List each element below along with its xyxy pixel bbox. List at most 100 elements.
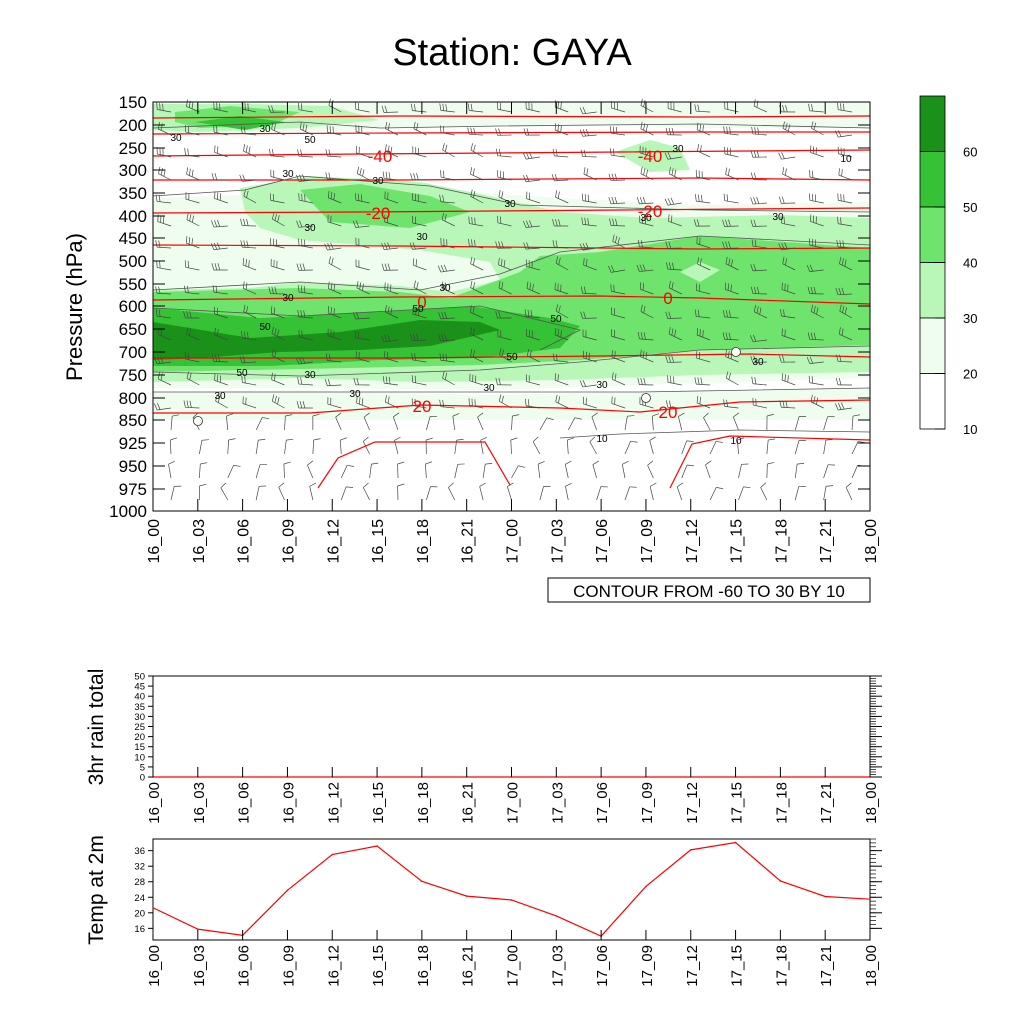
wind-barb <box>469 404 484 409</box>
wind-barb <box>300 128 314 136</box>
wind-barb-flag <box>722 241 725 249</box>
wind-barb-flag <box>355 220 360 228</box>
wind-barb-flag <box>583 311 586 319</box>
wind-barb <box>696 243 711 249</box>
wind-barb-flag <box>473 144 476 152</box>
wind-barb-flag <box>699 123 702 131</box>
wind-barb <box>753 404 767 409</box>
wind-barb-flag <box>295 357 300 365</box>
wind-barb <box>705 464 711 479</box>
wind-barb <box>470 263 484 271</box>
wind-barb-flag <box>472 258 476 266</box>
wind-barb-flag <box>468 238 470 246</box>
wind-barb-flag <box>269 193 272 201</box>
ytick-label: 32 <box>134 862 145 873</box>
wind-barb-flag <box>668 166 671 174</box>
wind-barb-flag <box>309 482 316 487</box>
wind-barb-flag <box>359 167 362 175</box>
rh-contour-line <box>559 429 871 439</box>
wind-barb <box>213 247 228 251</box>
wind-barb-flag <box>696 122 699 130</box>
time-tick-label: 17_00 <box>505 519 522 564</box>
wind-barb <box>412 110 427 113</box>
wind-barb-flag <box>555 304 559 312</box>
wind-barb <box>157 109 172 113</box>
wind-barb-flag <box>642 350 645 358</box>
xtick-label: 17_18 <box>773 782 790 824</box>
wind-barb <box>283 463 285 479</box>
data-point <box>286 889 289 892</box>
xtick-label: 16_09 <box>280 782 297 824</box>
wind-barb <box>470 311 484 319</box>
wind-barb <box>591 416 597 431</box>
wind-barb <box>525 225 540 228</box>
wind-barb-flag <box>444 214 447 222</box>
wind-barb <box>271 355 285 363</box>
wind-barb-flag <box>441 334 445 341</box>
wind-barb-flag <box>558 396 561 404</box>
wind-barb <box>412 199 427 204</box>
temperature-label: -40 <box>368 147 393 166</box>
data-point <box>465 895 468 897</box>
wind-barb-flag <box>728 372 731 380</box>
wind-barb-flag <box>815 147 817 155</box>
wind-barb-flag <box>835 288 839 295</box>
wind-barb-flag <box>271 348 274 356</box>
xtick-label: 16_00 <box>146 782 163 824</box>
wind-barb-flag <box>201 439 209 441</box>
wind-barb-flag <box>647 460 654 466</box>
wind-barb-flag <box>693 219 697 227</box>
wind-barb <box>157 407 172 411</box>
wind-barb <box>539 417 548 431</box>
wind-barb-flag <box>627 415 635 417</box>
wind-barb <box>611 269 626 273</box>
wind-barb-flag <box>440 265 445 272</box>
xtick-label: 17_18 <box>773 945 790 987</box>
wind-barb-flag <box>811 104 814 112</box>
wind-barb-flag <box>397 483 405 487</box>
wind-barb-flag <box>471 217 473 225</box>
wind-barb <box>753 105 768 113</box>
wind-barb-flag <box>522 152 527 160</box>
wind-barb <box>158 173 172 181</box>
wind-barb-flag <box>243 240 246 248</box>
wind-barb <box>811 311 824 319</box>
wind-barb-flag <box>555 190 558 198</box>
wind-barb-flag <box>642 264 646 272</box>
wind-barb-flag <box>496 148 498 156</box>
wind-barb <box>809 176 824 181</box>
wind-barb <box>327 335 342 341</box>
wind-barb <box>243 195 257 204</box>
wind-barb-flag <box>394 436 401 441</box>
wind-barb-flag <box>840 103 842 111</box>
wind-barb <box>327 247 342 251</box>
wind-barb <box>823 464 829 479</box>
pressure-axis-label: Pressure (hPa) <box>62 233 87 381</box>
wind-barb <box>781 156 796 160</box>
wind-barb <box>426 486 431 501</box>
wind-barb <box>696 176 711 181</box>
wind-barb-flag <box>413 103 416 111</box>
ytick-label: 16 <box>134 924 145 935</box>
wind-barb <box>669 287 682 295</box>
wind-barb-flag <box>782 121 785 129</box>
wind-barb-flag <box>530 310 533 318</box>
wind-barb-flag <box>567 437 575 441</box>
wind-barb <box>640 288 654 295</box>
wind-barb-flag <box>649 482 657 487</box>
wind-barb-flag <box>471 239 473 247</box>
wind-barb-flag <box>217 263 221 271</box>
wind-barb-flag <box>813 332 816 340</box>
rh-label: 50 <box>412 304 424 315</box>
wind-barb-flag <box>835 130 839 138</box>
wind-barb-flag <box>695 194 697 202</box>
wind-barb <box>539 486 544 501</box>
temp-series <box>152 841 871 937</box>
wind-barb-flag <box>333 283 336 291</box>
wind-barb <box>610 179 626 181</box>
time-tick-label: 16_06 <box>236 519 253 564</box>
wind-barb-flag <box>526 281 529 289</box>
wind-barb <box>668 108 682 113</box>
wind-barb-flag <box>781 152 785 159</box>
data-point <box>689 849 692 851</box>
